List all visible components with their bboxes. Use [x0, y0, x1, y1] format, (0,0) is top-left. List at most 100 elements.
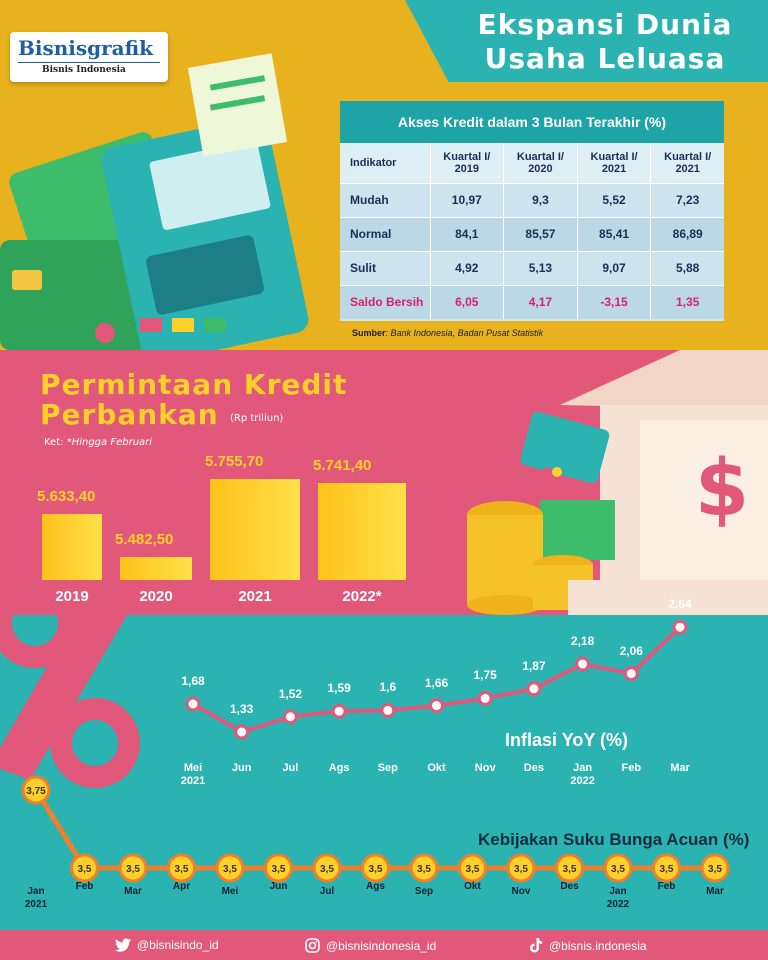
table-cell: 9,3 [503, 182, 578, 217]
table-cell: 85,41 [576, 216, 651, 251]
table-cell: 4,92 [429, 250, 504, 285]
instagram-handle[interactable]: @bisnisindonesia_id [305, 938, 436, 953]
inflation-value: 1,68 [181, 674, 205, 688]
credit-chart-title: Permintaan Kredit Perbankan [40, 370, 347, 430]
rate-value: 3,5 [660, 864, 674, 875]
table-cell: Sulit [340, 250, 430, 285]
rate-value: 3,5 [417, 864, 431, 875]
inflation-month-name: Jan [573, 762, 593, 774]
rate-month-name: Jan [27, 886, 45, 897]
source-text: : Bank Indonesia, Badan Pusat Statistik [385, 328, 544, 338]
instagram-icon [305, 938, 320, 953]
inflation-value: 1,6 [379, 680, 397, 695]
rate-month: Jul [307, 885, 347, 898]
inflation-month-year: 2021 [180, 775, 206, 787]
credit-bar-value: 5.755,70 [205, 453, 264, 471]
inflation-value: 1,33 [230, 702, 254, 716]
table-source: Sumber: Bank Indonesia, Badan Pusat Stat… [352, 328, 543, 338]
inflation-point [331, 703, 347, 719]
credit-note: Ket: *Hingga Februari [44, 437, 152, 448]
rate-point [700, 853, 730, 883]
rate-month: Jan 2022 [598, 885, 638, 911]
payment-illustration [0, 53, 309, 350]
inflation-value: 1,66 [424, 675, 449, 690]
rate-month: Jan 2021 [16, 885, 56, 911]
inflation-point [185, 696, 201, 712]
rate-value: 3,5 [563, 864, 577, 875]
inflation-chart-title: Inflasi YoY (%) [505, 730, 629, 750]
rate-month-name: Jun [269, 881, 288, 892]
credit-bar-year: 2021 [238, 588, 272, 605]
rate-value: 3,5 [320, 864, 334, 875]
inflation-month: Jun [222, 762, 262, 775]
table-header-cell: Kuartal I/ 2021 [650, 143, 724, 183]
logo-main-text: Bisnisgrafik [18, 36, 154, 60]
credit-bar-year: 2020 [139, 588, 173, 605]
rate-point [603, 853, 633, 883]
inflation-month: Mar [660, 762, 700, 775]
percent-decoration [0, 615, 140, 788]
table-row: Mudah 10,97 9,3 5,52 7,23 [340, 182, 724, 217]
rate-month: Des [550, 880, 590, 893]
rate-value: 3,5 [708, 864, 722, 875]
table-cell: 5,88 [650, 250, 724, 285]
table-title: Akses Kredit dalam 3 Bulan Terakhir (%) [340, 101, 724, 143]
logo-sub-text: Bisnis Indonesia [42, 65, 126, 75]
table-row: Normal 84,1 85,57 85,41 86,89 [340, 216, 724, 251]
inflation-month-name: Des [523, 762, 544, 774]
rate-month: Sep [404, 885, 444, 898]
rate-month-year: 2022 [606, 899, 630, 910]
rate-value: 3,5 [272, 864, 286, 875]
rate-month-name: Okt [464, 881, 481, 892]
credit-unit: (Rp triliun) [230, 413, 284, 424]
rate-value: 3,5 [78, 864, 92, 875]
page-title: Ekspansi Dunia Usaha Leluasa [455, 8, 755, 76]
inflation-value: 1,59 [327, 681, 351, 696]
rate-point [118, 853, 148, 883]
tiktok-handle[interactable]: @bisnis.indonesia [530, 938, 647, 953]
rate-month-name: Feb [75, 881, 94, 892]
table-header-cell: Indikator [340, 143, 430, 183]
rate-value: 3,5 [126, 864, 140, 875]
credit-bar [120, 556, 192, 580]
rate-month-name: Mei [221, 886, 239, 897]
table-cell: 9,07 [576, 250, 651, 285]
top-section: Ekspansi Dunia Usaha Leluasa Bisnisgrafi… [0, 0, 768, 350]
rate-month: Mar [113, 885, 153, 898]
inflation-month-name: Ags [328, 762, 350, 774]
credit-bar-year: 2022* [342, 588, 382, 605]
table-row: Sulit 4,92 5,13 9,07 5,88 [340, 250, 724, 285]
inflation-point [526, 681, 542, 697]
logo-rule [18, 62, 160, 63]
table-cell: 85,57 [503, 216, 578, 251]
table-cell: 5,52 [576, 182, 651, 217]
svg-text:$: $ [695, 444, 749, 534]
credit-bar [210, 479, 300, 580]
rate-month: Mar [695, 885, 735, 898]
note-text: *Hingga Februari [66, 437, 153, 448]
inflation-month: Feb [611, 762, 651, 775]
inflation-month-name: Mei [183, 762, 203, 774]
inflation-point [234, 724, 250, 740]
twitter-handle[interactable]: @bisnisindo_id [114, 938, 219, 952]
credit-bar-year: 2019 [55, 588, 89, 605]
rate-month: Ags [356, 880, 396, 893]
rate-month-name: Apr [172, 881, 191, 892]
logo: Bisnisgrafik Bisnis Indonesia [10, 32, 168, 82]
rate-month: Nov [501, 885, 541, 898]
table-cell: 1,35 [650, 284, 724, 319]
twitter-icon [114, 938, 131, 952]
table-header-row: Indikator Kuartal I/ 2019 Kuartal I/ 202… [340, 143, 724, 183]
rate-month-name: Mar [124, 886, 142, 897]
table-row: Saldo Bersih 6,05 4,17 -3,15 1,35 [340, 284, 724, 319]
table-header-cell: Kuartal I/ 2021 [576, 143, 651, 183]
rate-value: 3,5 [514, 864, 528, 875]
inflation-month: Nov [465, 762, 505, 775]
credit-bar [318, 483, 406, 580]
rate-point [652, 853, 681, 883]
inflation-month: Okt [417, 762, 457, 775]
inflation-month: Mei 2021 [173, 762, 213, 788]
rate-month-name: Jul [319, 886, 335, 897]
inflation-point [282, 709, 298, 725]
table-cell: 84,1 [429, 216, 504, 251]
